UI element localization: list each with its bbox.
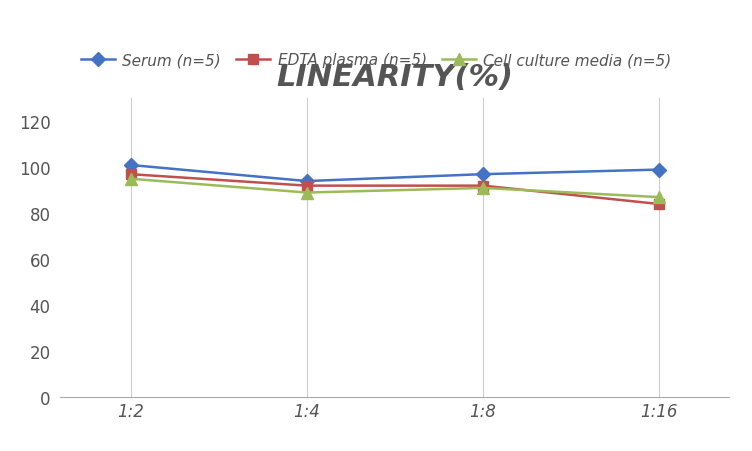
EDTA plasma (n=5) (478, 184, 487, 189)
EDTA plasma (n=5) (654, 202, 663, 207)
Line: EDTA plasma (n=5): EDTA plasma (n=5) (126, 170, 664, 209)
Line: Cell culture media (n=5): Cell culture media (n=5) (124, 173, 666, 204)
Serum (n=5) (478, 172, 487, 178)
EDTA plasma (n=5) (302, 184, 311, 189)
Line: Serum (n=5): Serum (n=5) (126, 161, 664, 187)
Serum (n=5) (126, 163, 135, 168)
Legend: Serum (n=5), EDTA plasma (n=5), Cell culture media (n=5): Serum (n=5), EDTA plasma (n=5), Cell cul… (81, 53, 672, 68)
Cell culture media (n=5) (654, 195, 663, 200)
Serum (n=5) (654, 167, 663, 173)
Cell culture media (n=5) (126, 177, 135, 182)
Title: LINEARITY(%): LINEARITY(%) (276, 62, 514, 92)
Cell culture media (n=5) (478, 186, 487, 191)
Serum (n=5) (302, 179, 311, 184)
Cell culture media (n=5) (302, 190, 311, 196)
EDTA plasma (n=5) (126, 172, 135, 178)
